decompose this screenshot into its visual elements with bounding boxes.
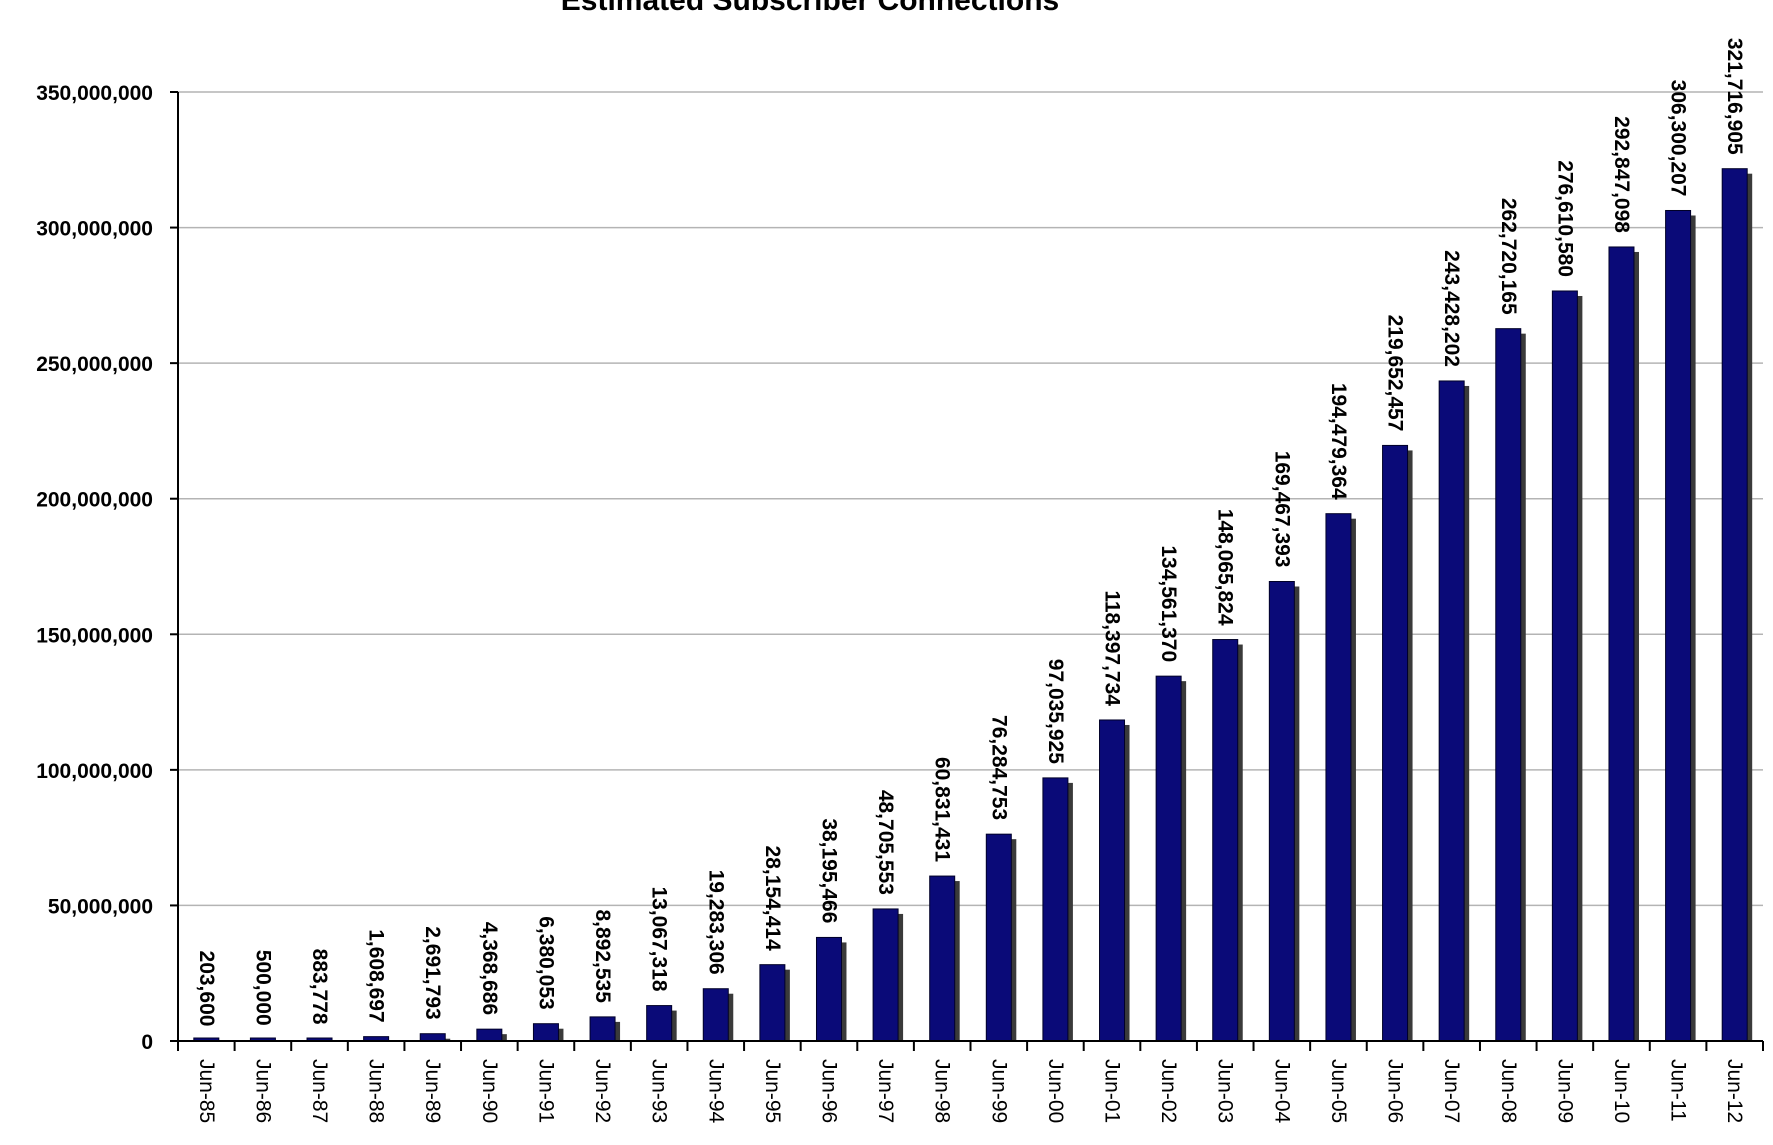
x-tick-label: Jun-05 (1327, 1059, 1350, 1123)
x-tick-label: Jun-98 (931, 1059, 954, 1123)
data-label: 38,195,466 (817, 818, 840, 923)
x-tick-label: Jun-01 (1101, 1059, 1124, 1123)
x-tick-label: Jun-11 (1667, 1059, 1690, 1122)
data-label: 500,000 (251, 950, 274, 1026)
x-tick-label: Jun-85 (195, 1059, 218, 1123)
x-tick-label: Jun-90 (478, 1059, 501, 1123)
data-label: 321,716,905 (1723, 38, 1746, 155)
bar (1382, 444, 1409, 1042)
data-label: 219,652,457 (1384, 315, 1407, 432)
x-tick-label: Jun-97 (874, 1059, 897, 1123)
gridlines (178, 91, 1763, 907)
x-axis-ticks: Jun-85 Jun-86 Jun-87 Jun-88 Jun-89 Jun-90 Jun-… (195, 1059, 1746, 1124)
y-tick-label: 300,000,000 (36, 218, 153, 241)
data-label: 60,831,431 (931, 757, 954, 862)
x-tick-label: Jun-03 (1214, 1059, 1237, 1123)
data-label: 243,428,202 (1440, 250, 1463, 367)
x-tick-label: Jun-02 (1157, 1059, 1180, 1123)
bar (702, 988, 729, 1042)
bar (1155, 675, 1182, 1042)
data-label: 134,561,370 (1157, 545, 1180, 662)
axes (170, 91, 1764, 1051)
x-tick-label: Jun-93 (648, 1059, 671, 1123)
x-tick-label: Jun-92 (591, 1059, 614, 1123)
data-label: 169,467,393 (1270, 451, 1293, 568)
bar (1212, 639, 1239, 1042)
data-label: 8,892,535 (591, 909, 614, 1003)
bar (476, 1028, 503, 1042)
data-label: 19,283,306 (704, 870, 727, 975)
x-tick-label: Jun-09 (1553, 1059, 1576, 1123)
bar (589, 1016, 616, 1042)
x-tick-label: Jun-89 (421, 1059, 444, 1123)
bar (1721, 168, 1748, 1042)
data-label: 28,154,414 (761, 846, 784, 951)
y-tick-label: 350,000,000 (36, 82, 153, 105)
y-tick-label: 250,000,000 (36, 353, 153, 376)
data-label: 203,600 (195, 951, 218, 1027)
bar (1099, 719, 1126, 1042)
data-label: 48,705,553 (874, 790, 897, 895)
bar (646, 1005, 673, 1042)
bar (1268, 581, 1295, 1042)
data-label: 194,479,364 (1327, 383, 1350, 500)
x-tick-label: Jun-87 (308, 1059, 331, 1123)
data-label: 76,284,753 (987, 715, 1010, 820)
data-label: 148,065,824 (1214, 509, 1237, 626)
y-tick-label: 50,000,000 (48, 895, 153, 918)
data-label: 97,035,925 (1044, 659, 1067, 764)
y-tick-label: 150,000,000 (36, 624, 153, 647)
y-tick-label: 100,000,000 (36, 760, 153, 783)
bar (1665, 209, 1692, 1042)
chart-title: Estimated Subscriber Connections (561, 0, 1059, 17)
bars (193, 168, 1753, 1042)
bar (1608, 246, 1635, 1042)
bar (1325, 513, 1352, 1042)
bar (419, 1033, 446, 1042)
y-tick-label: 0 (141, 1031, 153, 1054)
data-label: 118,397,734 (1101, 590, 1124, 706)
y-axis-ticks: 0 50,000,000 100,000,000 150,000,000 200,000… (36, 82, 153, 1054)
bar (1551, 290, 1578, 1042)
data-label: 1,608,697 (365, 929, 388, 1022)
data-label: 276,610,580 (1553, 160, 1576, 277)
data-label: 292,847,098 (1610, 116, 1633, 233)
y-tick-label: 200,000,000 (36, 489, 153, 512)
bar (815, 936, 842, 1042)
bar (1495, 328, 1522, 1042)
x-tick-label: Jun-86 (251, 1059, 274, 1123)
bar (1438, 380, 1465, 1042)
data-label: 306,300,207 (1667, 80, 1690, 197)
x-tick-label: Jun-00 (1044, 1059, 1067, 1123)
x-tick-label: Jun-88 (365, 1059, 388, 1123)
data-label: 2,691,793 (421, 926, 444, 1019)
bar (532, 1023, 559, 1042)
bar (929, 875, 956, 1042)
x-tick-label: Jun-95 (761, 1059, 784, 1123)
x-tick-label: Jun-06 (1384, 1059, 1407, 1123)
x-tick-label: Jun-10 (1610, 1059, 1633, 1123)
bar (985, 833, 1012, 1042)
x-tick-label: Jun-94 (704, 1059, 727, 1124)
data-label: 883,778 (308, 949, 331, 1025)
bar (1042, 777, 1069, 1042)
data-labels: 203,600 500,000 883,778 1,608,697 2,691,793 4… (195, 38, 1746, 1027)
data-label: 4,368,686 (478, 922, 501, 1015)
x-tick-label: Jun-07 (1440, 1059, 1463, 1123)
x-tick-label: Jun-99 (987, 1059, 1010, 1123)
data-label: 262,720,165 (1497, 198, 1520, 315)
x-tick-label: Jun-08 (1497, 1059, 1520, 1123)
bar (872, 908, 899, 1042)
bar (759, 964, 786, 1042)
x-tick-label: Jun-04 (1270, 1059, 1293, 1124)
x-tick-label: Jun-96 (817, 1059, 840, 1123)
data-label: 13,067,318 (648, 886, 671, 991)
x-tick-label: Jun-91 (534, 1059, 557, 1123)
data-label: 6,380,053 (534, 916, 557, 1009)
x-tick-label: Jun-12 (1723, 1059, 1746, 1123)
